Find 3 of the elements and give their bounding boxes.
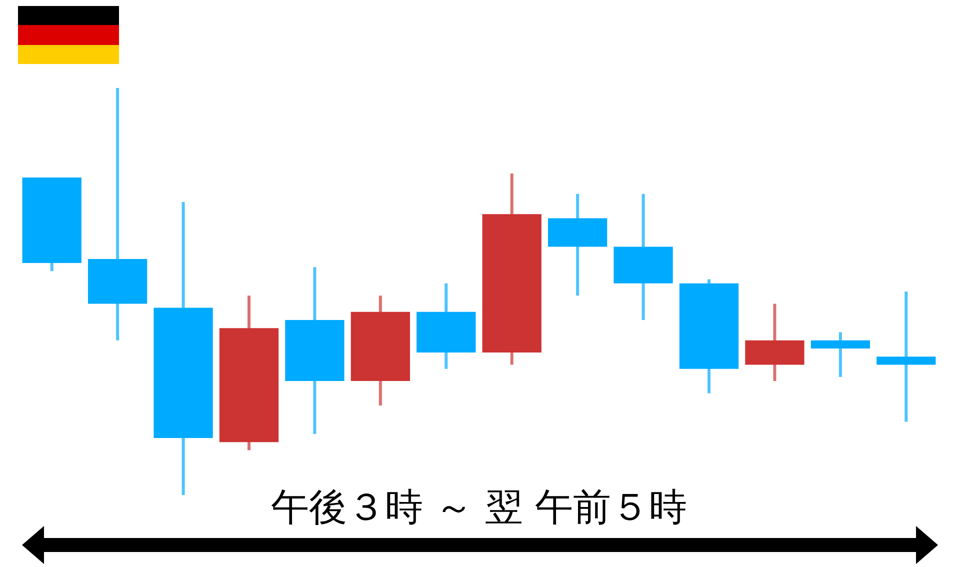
x-axis-title: 午後３時 ～ 翌 午前５時 xyxy=(270,484,688,529)
candlestick xyxy=(876,292,936,422)
candlestick xyxy=(810,332,870,377)
